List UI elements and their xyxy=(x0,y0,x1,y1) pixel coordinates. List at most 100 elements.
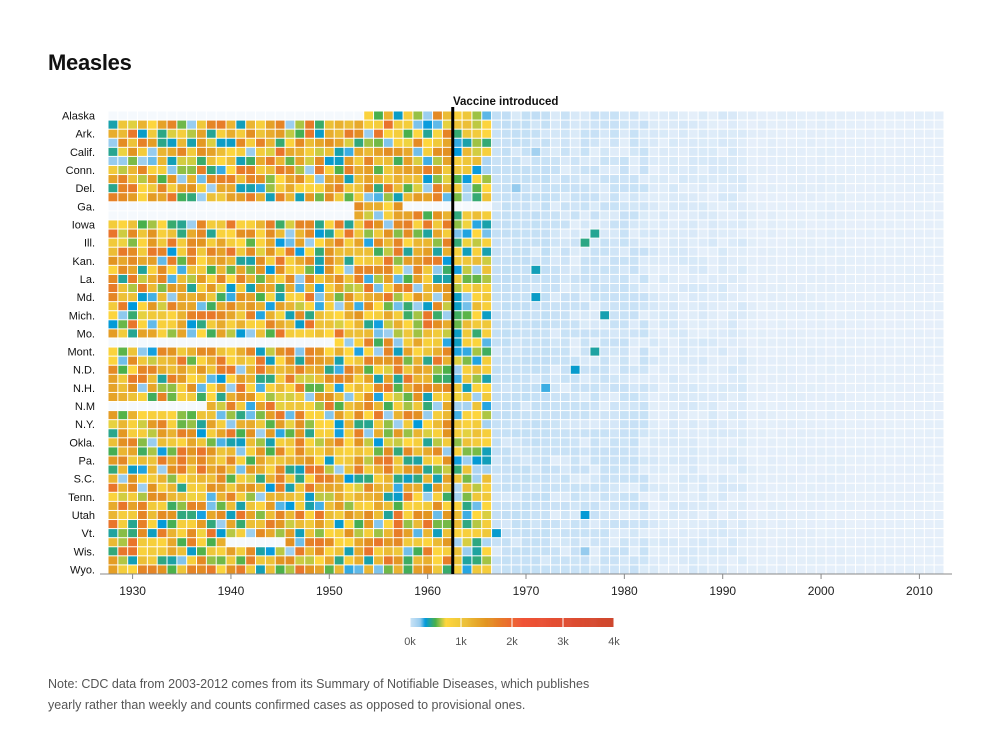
heatmap-cell xyxy=(934,465,944,474)
heatmap-cell xyxy=(610,411,619,420)
heatmap-cell xyxy=(629,238,639,247)
heatmap-cell xyxy=(649,538,659,547)
heatmap-cell xyxy=(875,420,885,429)
heatmap-cell xyxy=(265,565,275,574)
legend-swatch xyxy=(498,618,501,627)
heatmap-cell xyxy=(472,311,482,320)
heatmap-cell xyxy=(167,492,177,501)
heatmap-cell xyxy=(138,438,147,447)
heatmap-cell xyxy=(590,347,600,356)
heatmap-cell xyxy=(521,147,531,156)
heatmap-cell xyxy=(295,247,305,256)
heatmap-cell xyxy=(885,365,895,374)
heatmap-cell xyxy=(826,383,836,392)
heatmap-cell xyxy=(708,238,718,247)
heatmap-cell xyxy=(206,520,216,529)
heatmap-cell xyxy=(157,274,167,283)
heatmap-cell xyxy=(924,411,934,420)
heatmap-cell xyxy=(403,329,413,338)
legend-swatch xyxy=(519,618,521,627)
heatmap-cell xyxy=(865,320,875,329)
heatmap-cell xyxy=(472,565,482,574)
heatmap-cell xyxy=(905,420,914,429)
heatmap-cell xyxy=(423,311,433,320)
heatmap-cell xyxy=(865,120,875,129)
heatmap-cell xyxy=(413,156,423,165)
heatmap-cell xyxy=(639,165,649,175)
heatmap-cell xyxy=(501,374,511,383)
heatmap-cell xyxy=(354,165,364,175)
heatmap-cell xyxy=(747,311,757,320)
heatmap-cell xyxy=(649,156,659,165)
heatmap-cell xyxy=(256,338,265,347)
heatmap-cell xyxy=(757,156,767,165)
legend-swatch xyxy=(609,618,612,627)
heatmap-cell xyxy=(197,447,206,456)
heatmap-cell xyxy=(649,347,659,356)
heatmap-cell xyxy=(256,529,265,538)
heatmap-cell xyxy=(334,238,344,247)
legend-swatch xyxy=(556,618,559,627)
heatmap-cell xyxy=(708,120,718,129)
heatmap-cell xyxy=(698,492,708,501)
heatmap-cell xyxy=(452,283,462,293)
heatmap-cell xyxy=(295,411,305,420)
heatmap-cell xyxy=(433,138,442,147)
heatmap-cell xyxy=(452,347,462,356)
heatmap-cell xyxy=(767,129,777,138)
heatmap-cell xyxy=(875,147,885,156)
heatmap-cell xyxy=(236,211,246,220)
heatmap-cell xyxy=(295,402,305,411)
heatmap-cell xyxy=(275,520,285,529)
heatmap-cell xyxy=(492,238,501,247)
heatmap-cell xyxy=(590,529,600,538)
heatmap-cell xyxy=(560,492,570,501)
heatmap-cell xyxy=(482,320,492,329)
heatmap-cell xyxy=(383,492,393,501)
heatmap-cell xyxy=(688,383,698,392)
heatmap-cell xyxy=(315,474,324,483)
heatmap-cell xyxy=(393,120,403,129)
heatmap-cell xyxy=(757,175,767,184)
heatmap-cell xyxy=(413,211,423,220)
heatmap-cell xyxy=(924,220,934,229)
heatmap-cell xyxy=(482,365,492,374)
heatmap-cell xyxy=(639,392,649,402)
heatmap-cell xyxy=(875,383,885,392)
heatmap-cell xyxy=(354,302,364,311)
heatmap-cell xyxy=(403,193,413,202)
heatmap-cell xyxy=(905,529,914,538)
heatmap-cell xyxy=(855,229,865,238)
heatmap-cell xyxy=(147,111,157,120)
heatmap-cell xyxy=(521,247,531,256)
heatmap-cell xyxy=(216,474,226,483)
heatmap-cell xyxy=(806,283,816,293)
heatmap-cell xyxy=(265,129,275,138)
heatmap-cell xyxy=(629,347,639,356)
heatmap-cell xyxy=(541,510,551,520)
heatmap-cell xyxy=(511,202,521,211)
heatmap-cell xyxy=(423,520,433,529)
heatmap-cell xyxy=(688,538,698,547)
heatmap-cell xyxy=(256,347,265,356)
heatmap-cell xyxy=(846,147,855,156)
heatmap-cell xyxy=(659,120,669,129)
heatmap-cell xyxy=(688,256,698,265)
heatmap-cell xyxy=(265,193,275,202)
heatmap-cell xyxy=(767,347,777,356)
heatmap-cell xyxy=(364,156,374,165)
heatmap-cell xyxy=(521,165,531,175)
heatmap-cell xyxy=(924,356,934,365)
legend-tick-label: 1k xyxy=(455,636,467,648)
heatmap-cell xyxy=(718,474,728,483)
heatmap-cell xyxy=(256,229,265,238)
heatmap-cell xyxy=(197,538,206,547)
heatmap-cell xyxy=(708,420,718,429)
heatmap-cell xyxy=(610,329,619,338)
heatmap-cell xyxy=(413,193,423,202)
heatmap-cell xyxy=(737,392,747,402)
heatmap-cell xyxy=(669,510,678,520)
heatmap-cell xyxy=(413,220,423,229)
heatmap-cell xyxy=(383,402,393,411)
heatmap-cell xyxy=(934,356,944,365)
